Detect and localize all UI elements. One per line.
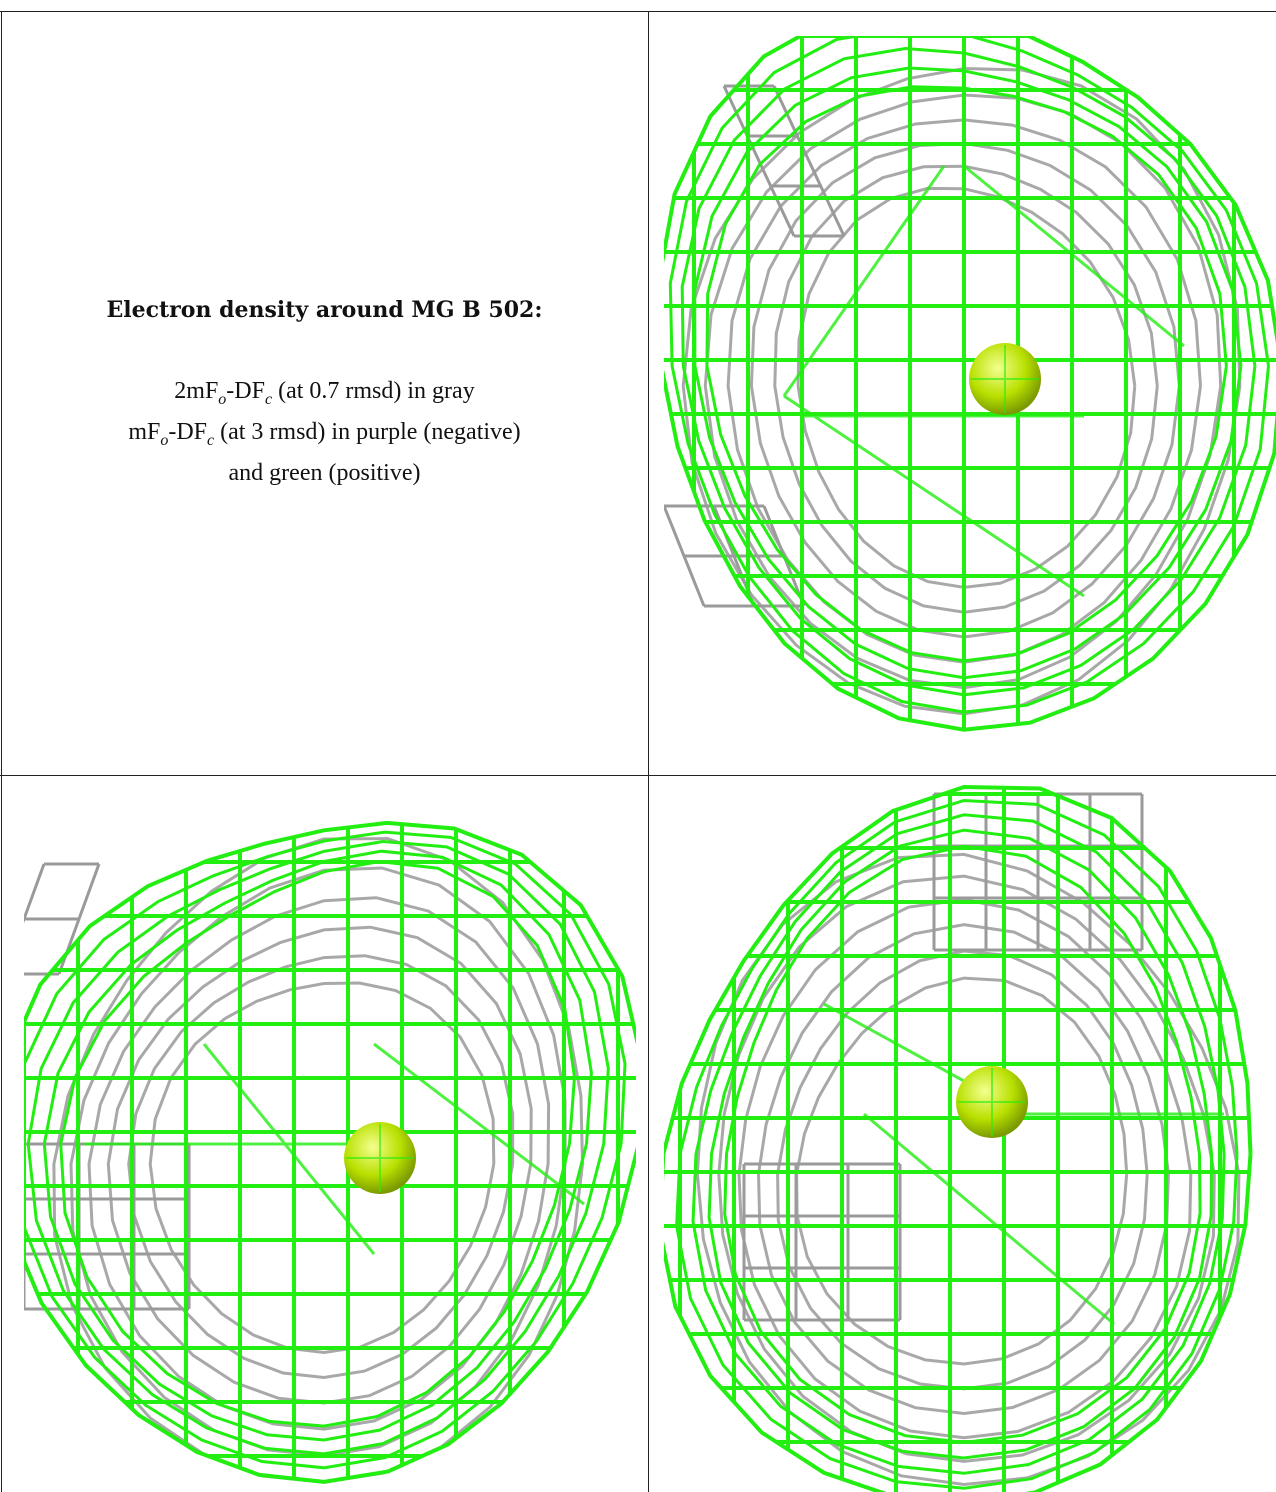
green-mesh-outline (24, 820, 636, 1484)
green-density-mesh (24, 822, 636, 1482)
map2-term-b: -DF (168, 419, 207, 445)
view-top-right (664, 36, 1276, 744)
caption-title: Electron density around MG B 502: (106, 297, 543, 324)
map2-sub-c: c (207, 431, 215, 449)
map1-desc: (at 0.7 rmsd) in gray (272, 378, 475, 405)
caption-map2-continued: and green (positive) (228, 459, 421, 486)
map1-sub-c: c (264, 391, 273, 408)
table-top-border (0, 11, 1276, 12)
map1-term-b: -DF (226, 378, 265, 405)
green-mesh-struts (782, 164, 1185, 598)
table-left-border (1, 11, 2, 1492)
density-mesh-view-3 (664, 784, 1253, 1492)
gray-mesh-fragment (24, 862, 191, 1311)
map1-sub-o: o (218, 391, 227, 408)
view-bottom-left (24, 784, 636, 1492)
map2-sub-o: o (160, 431, 169, 449)
caption-map2-line: mFo-DFc (at 3 rmsd) in purple (negative) (128, 416, 520, 457)
green-mesh-outline (664, 36, 1276, 732)
green-mesh-struts (84, 1042, 585, 1255)
map2-desc: (at 3 rmsd) in purple (negative) (214, 419, 521, 445)
density-mesh-view-1 (664, 36, 1276, 732)
caption-map1-line: 2mFo-DFc (at 0.7 rmsd) in gray (174, 375, 474, 416)
caption-cell: Electron density around MG B 502: 2mFo-D… (2, 12, 647, 774)
table-center-border (648, 11, 649, 1492)
map2-term-a: mF (128, 419, 161, 445)
table-middle-border (0, 775, 1276, 776)
density-mesh-view-2 (24, 820, 636, 1484)
map1-term-a: 2mF (174, 378, 219, 405)
gray-density-mesh (681, 66, 1242, 716)
green-density-mesh (664, 36, 1276, 730)
view-bottom-right (664, 784, 1276, 1492)
green-mesh-outline (664, 784, 1253, 1492)
